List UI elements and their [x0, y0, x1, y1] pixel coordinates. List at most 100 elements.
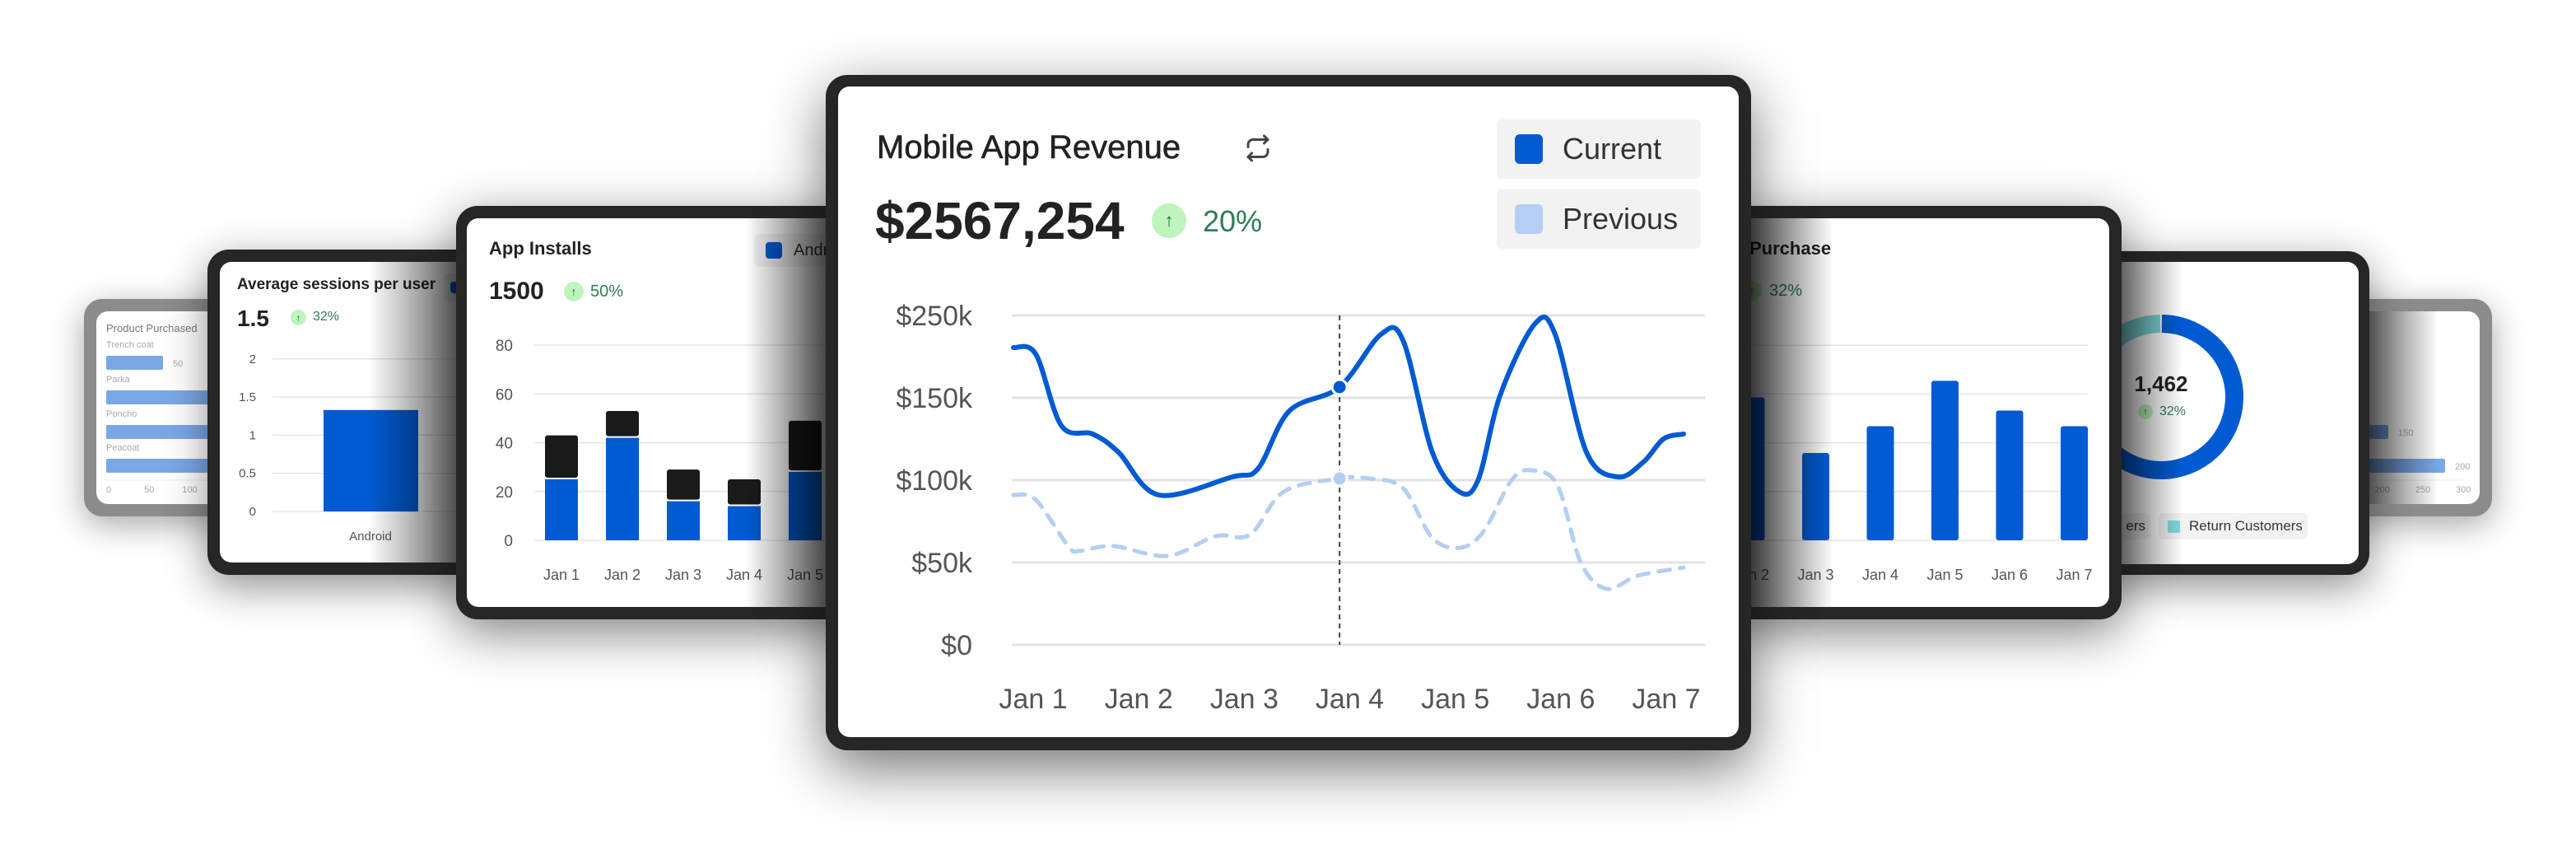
- bar-segment-other: [789, 420, 822, 471]
- y-tick-label: 60: [496, 386, 513, 404]
- legend-label: Previous: [1563, 202, 1679, 236]
- x-tick-label: Jan 6: [1526, 684, 1595, 715]
- x-tick-label: Jan 6: [1991, 567, 2028, 583]
- sync-arrows-icon[interactable]: [1243, 133, 1273, 163]
- bar: [1802, 453, 1829, 540]
- x-tick-label: Jan 5: [1421, 684, 1489, 715]
- x-tick-label: 250: [2415, 485, 2430, 495]
- x-tick-label: Jan 4: [1862, 567, 1898, 583]
- legend-item-current[interactable]: Current: [1497, 119, 1701, 179]
- bar: [106, 390, 220, 404]
- y-tick-label: $50k: [911, 548, 973, 579]
- device-customers: 1,462 ↑ 32% ers Return Customers: [2091, 251, 2369, 575]
- bar-segment-android: [545, 479, 578, 540]
- series-line-previous: [1011, 468, 1686, 591]
- y-tick-label: 0.5: [239, 467, 256, 481]
- revenue-value: $2567,254: [875, 191, 1125, 250]
- revenue-line-chart[interactable]: $250k $150k $100k $50k $0 Jan 1 Jan 2 Jan 3 Jan …: [838, 86, 1739, 737]
- bar: [1931, 380, 1959, 540]
- bar-data-label: 50: [173, 359, 183, 369]
- customers-change: 32%: [2159, 404, 2187, 418]
- bar-segment-other: [728, 479, 761, 505]
- y-tick-label: $0: [941, 630, 972, 661]
- legend-swatch-previous: [1515, 204, 1543, 234]
- x-tick-label: 100: [182, 485, 197, 495]
- donut-segment: [2108, 315, 2243, 479]
- x-tick-label: 0: [106, 485, 111, 495]
- legend-label: ers: [2126, 518, 2145, 534]
- y-tick-label: $250k: [896, 301, 973, 332]
- x-tick-label: Jan 1: [999, 684, 1067, 715]
- bar-segment-other: [545, 435, 578, 478]
- x-tick-label: Jan 2: [604, 567, 641, 583]
- legend-label: Return Customers: [2189, 518, 2303, 534]
- bar-category-label: Trench coat: [106, 340, 154, 350]
- y-tick-label: $150k: [896, 383, 973, 414]
- x-tick-label: Jan 3: [665, 567, 701, 583]
- bar-segment-android: [606, 437, 639, 540]
- bar-segment-other: [667, 469, 700, 500]
- y-tick-label: 0: [249, 505, 256, 519]
- x-tick-label: Jan 2: [1105, 684, 1173, 715]
- legend-swatch-current: [1515, 134, 1543, 164]
- customers-value: 1,462: [2134, 371, 2188, 396]
- bar: [2061, 426, 2088, 540]
- revenue-card: Mobile App Revenue $2567,254 ↑ 20% Curre…: [838, 86, 1739, 737]
- bar-data-label: 200: [2455, 462, 2470, 472]
- product-card-title: Product Purchased: [106, 322, 198, 334]
- series-line-current: [1011, 314, 1686, 498]
- legend-label: Current: [1563, 132, 1662, 166]
- y-tick-label: 2: [249, 352, 256, 366]
- x-tick-label: 200: [2375, 485, 2390, 495]
- bar-segment-android: [728, 506, 761, 540]
- revenue-change: 20%: [1203, 204, 1263, 238]
- x-tick-label: 50: [144, 485, 154, 495]
- bar: [1996, 410, 2024, 540]
- legend-item-return-customers[interactable]: Return Customers: [2159, 513, 2308, 539]
- installs-stacked-bar-chart: 80 60 40 20 0 Jan 1 Jan 2 Jan 3 Jan 4 Jan 5: [496, 338, 850, 583]
- hover-point-current[interactable]: [1330, 378, 1349, 396]
- x-tick-label: Jan 3: [1797, 567, 1833, 583]
- bar-segment-android: [667, 501, 700, 540]
- x-tick-label: Jan 5: [1926, 567, 1963, 583]
- bar-segment-android: [789, 472, 822, 540]
- bar-data-label: 150: [2398, 428, 2413, 438]
- x-tick-label: Jan 1: [543, 567, 580, 583]
- bar: [324, 409, 418, 511]
- legend-item-previous[interactable]: Previous: [1497, 189, 1701, 249]
- arrow-up-icon: ↑: [1152, 203, 1186, 238]
- x-tick-label: 300: [2456, 485, 2471, 495]
- bar-category-label: Poncho: [106, 409, 137, 419]
- legend-swatch: [2168, 520, 2180, 533]
- purchase-bar-chart: Jan 2 Jan 3 Jan 4 Jan 5 Jan 6 Jan 7: [1704, 344, 2093, 583]
- bar-category-label: Peacoat: [106, 443, 139, 453]
- bar: [1866, 426, 1894, 540]
- x-tick-label: Jan 7: [1632, 684, 1700, 715]
- y-tick-label: 80: [496, 338, 513, 355]
- bar-segment-other: [606, 410, 639, 437]
- arrow-up-icon: ↑: [2138, 404, 2153, 419]
- bar: [106, 356, 163, 370]
- x-tick-label: Jan 5: [787, 567, 823, 583]
- x-tick-label: Jan 4: [1316, 684, 1384, 715]
- sessions-bar-chart: 2 1.5 1 0.5 0 Android: [239, 352, 467, 544]
- purchase-card: Purchase ↑ 32% Jan 2 Jan 3 Jan 4 Jan 5 Jan 6…: [1704, 218, 2109, 607]
- y-tick-label: 20: [496, 484, 513, 502]
- revenue-card-title: Mobile App Revenue: [877, 129, 1181, 166]
- device-installs: App Installs Android 1500 ↑ 50% 80 60 40 20…: [456, 206, 859, 619]
- y-tick-label: 1.5: [239, 390, 256, 404]
- device-sessions: Average sessions per user 1.5 ↑ 32% 2 1.5…: [207, 250, 479, 575]
- bar-category-label: Parka: [106, 375, 131, 385]
- sessions-card: Average sessions per user 1.5 ↑ 32% 2 1.5…: [220, 262, 467, 563]
- y-tick-label: 1: [249, 428, 256, 442]
- installs-card: App Installs Android 1500 ↑ 50% 80 60 40 20…: [467, 218, 850, 607]
- hover-point-previous[interactable]: [1330, 469, 1349, 488]
- y-tick-label: 40: [496, 436, 513, 453]
- y-tick-label: 0: [504, 533, 513, 550]
- x-tick-label: Jan 4: [726, 567, 762, 583]
- device-revenue: Mobile App Revenue $2567,254 ↑ 20% Curre…: [826, 75, 1751, 750]
- x-tick-label: Android: [349, 530, 392, 544]
- x-tick-label: Jan 3: [1210, 684, 1279, 715]
- x-tick-label: Jan 7: [2056, 567, 2092, 583]
- customers-card: 1,462 ↑ 32% ers Return Customers: [2108, 262, 2359, 564]
